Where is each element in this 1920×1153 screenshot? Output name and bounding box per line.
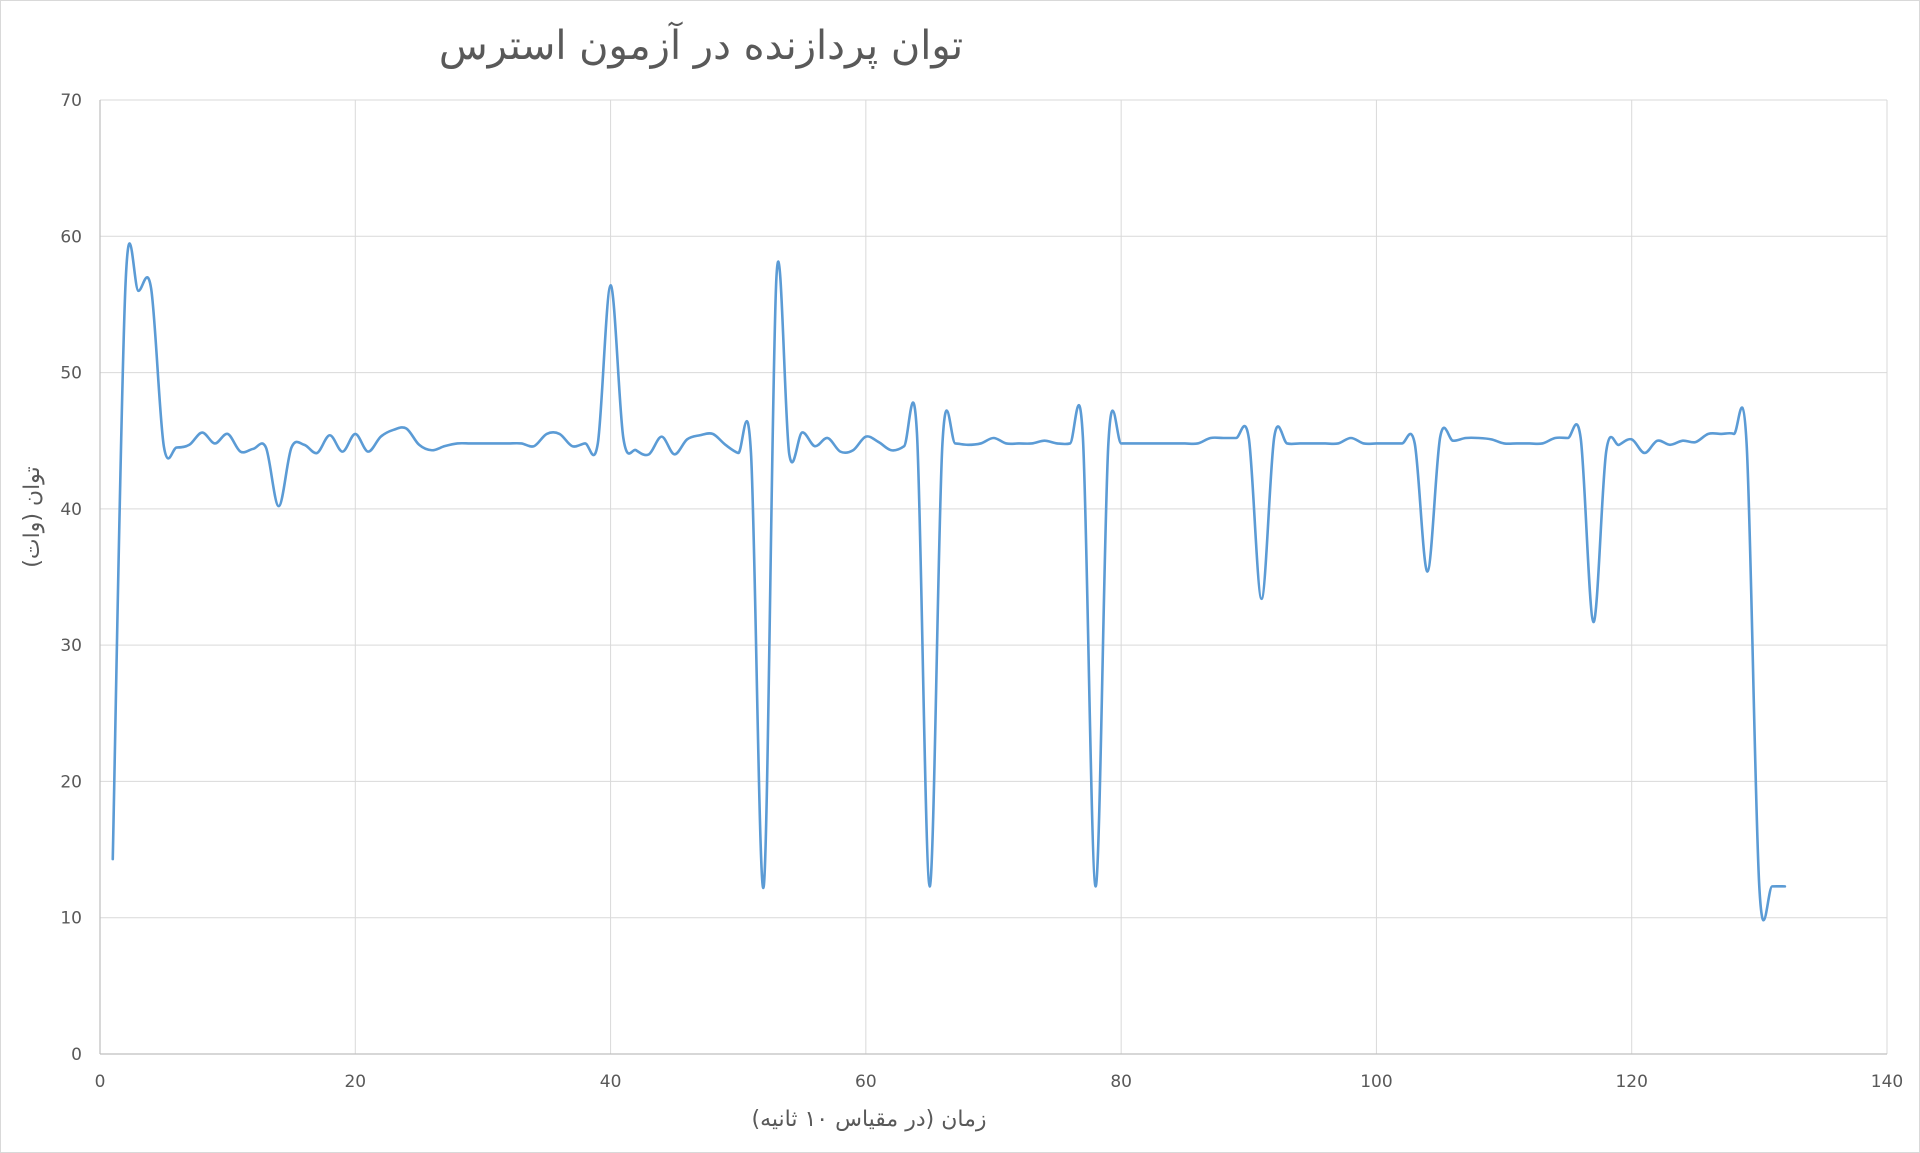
y-tick-label: 60 [60, 227, 82, 247]
x-tick-label: 60 [855, 1072, 877, 1092]
y-tick-label: 20 [60, 772, 82, 792]
x-tick-label: 0 [95, 1072, 106, 1092]
series-line-0 [111, 242, 1787, 922]
x-tick-label: 100 [1360, 1072, 1392, 1092]
tick-labels: 0 10 20 30 40 50 60 70 0 20 40 60 80 100 120 140 [60, 91, 1903, 1092]
x-tick-label: 80 [1110, 1072, 1132, 1092]
y-tick-label: 0 [71, 1045, 82, 1065]
series-layer [111, 242, 1787, 922]
y-tick-label: 70 [60, 91, 82, 111]
x-axis-label: زمان (در مقیاس ۱۰ ثانیه) [752, 1107, 987, 1132]
axes [99, 100, 1887, 1055]
y-axis-label: توان (وات) [20, 466, 45, 567]
y-tick-label: 30 [60, 636, 82, 656]
x-tick-label: 40 [600, 1072, 622, 1092]
y-tick-label: 40 [60, 500, 82, 520]
chart-title: توان پردازنده در آزمون استرس [439, 21, 963, 69]
x-tick-label: 120 [1615, 1072, 1647, 1092]
y-tick-label: 50 [60, 364, 82, 384]
x-tick-label: 20 [344, 1072, 366, 1092]
x-tick-label: 140 [1871, 1072, 1903, 1092]
grid [100, 99, 1888, 1054]
y-tick-label: 10 [60, 909, 82, 929]
